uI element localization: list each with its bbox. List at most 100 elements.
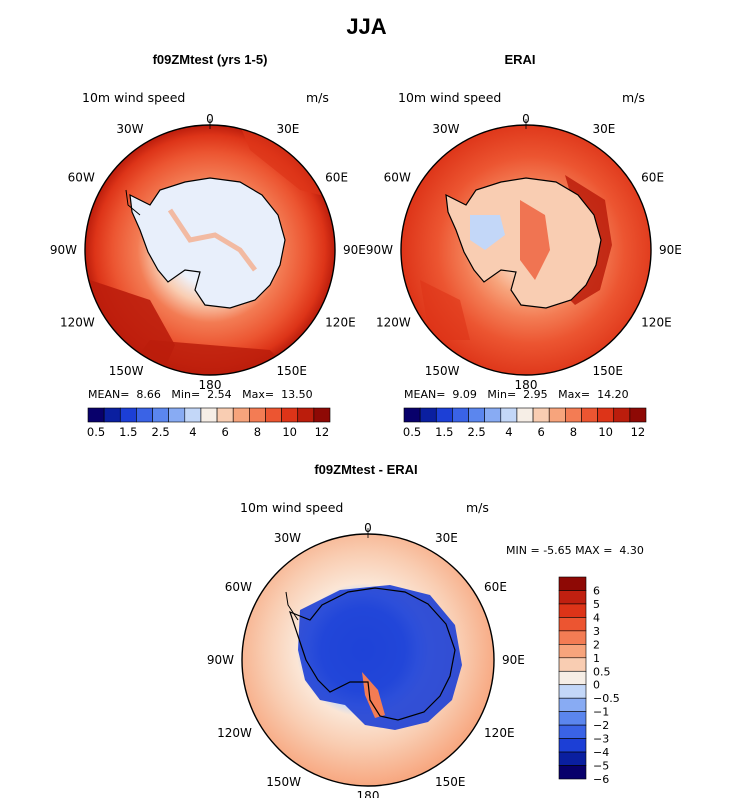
colorbar-tick-label: 0.5 bbox=[403, 425, 421, 439]
colorbar-swatch bbox=[484, 407, 502, 423]
map-obs-high-region bbox=[420, 280, 470, 340]
colorbar-tick-label: 0.5 bbox=[593, 665, 611, 678]
colorbar-swatch bbox=[516, 407, 534, 423]
colorbar-swatch bbox=[152, 407, 169, 423]
units-label-model: m/s bbox=[306, 90, 329, 105]
colorbar-swatch bbox=[558, 697, 587, 712]
lon-label-obs-11: 30W bbox=[432, 122, 459, 136]
colorbar-swatch bbox=[168, 407, 186, 423]
lon-label-obs-2: 60E bbox=[641, 171, 664, 185]
lon-label-model-6: 180 bbox=[199, 378, 222, 392]
colorbar-tick-label: −4 bbox=[593, 746, 609, 759]
map-diff bbox=[241, 533, 495, 787]
colorbar-tick-label: −0.5 bbox=[593, 692, 620, 705]
map-model-antarctica-coast bbox=[129, 177, 286, 309]
colorbar-tick-label: 8 bbox=[570, 425, 577, 439]
lon-label-diff-1: 30E bbox=[435, 531, 458, 545]
colorbar-tick-label: 5 bbox=[593, 598, 600, 611]
colorbar-swatch bbox=[629, 407, 647, 423]
colorbar-swatch bbox=[548, 407, 566, 423]
colorbar-tick-label: 2 bbox=[593, 638, 600, 651]
colorbar-obs: 0.5 1.5 2.5 4 6 8 10 12 bbox=[403, 407, 647, 439]
units-label-obs: m/s bbox=[622, 90, 645, 105]
lon-label-obs-9: 90W bbox=[366, 243, 393, 257]
lon-label-model-7: 150W bbox=[109, 364, 144, 378]
lon-label-diff-11: 30W bbox=[274, 531, 301, 545]
colorbar-swatch bbox=[452, 407, 469, 423]
lon-label-obs-4: 120E bbox=[641, 316, 672, 330]
colorbar-swatch bbox=[558, 644, 587, 659]
lon-label-diff-6: 180 bbox=[357, 789, 380, 798]
lon-label-obs-10: 60W bbox=[384, 171, 411, 185]
lon-label-diff-9: 90W bbox=[207, 653, 234, 667]
colorbar-tick-label: −5 bbox=[593, 760, 609, 773]
lon-label-model-3: 90E bbox=[343, 243, 366, 257]
colorbar-swatch bbox=[200, 407, 218, 423]
colorbar-swatch bbox=[565, 407, 582, 423]
variable-label-diff: 10m wind speed bbox=[240, 500, 344, 515]
colorbar-tick-label: 2.5 bbox=[467, 425, 485, 439]
colorbar-tick-label: 1.5 bbox=[435, 425, 453, 439]
map-model-peninsula bbox=[125, 189, 141, 216]
colorbar-swatch bbox=[558, 711, 587, 726]
colorbar-swatch bbox=[87, 407, 105, 423]
colorbar-swatch bbox=[216, 407, 234, 423]
map-obs-weak-wind-region bbox=[470, 215, 505, 250]
lon-label-model-1: 30E bbox=[277, 122, 300, 136]
variable-label-model: 10m wind speed bbox=[82, 90, 186, 105]
colorbar-swatch bbox=[558, 590, 587, 605]
colorbar-swatch bbox=[558, 617, 587, 632]
lon-label-diff-2: 60E bbox=[484, 580, 507, 594]
colorbar-swatch bbox=[297, 407, 315, 423]
colorbar-tick-label: 6 bbox=[221, 425, 228, 439]
colorbar-swatch bbox=[532, 407, 550, 423]
colorbar-swatch bbox=[249, 407, 266, 423]
units-label-diff: m/s bbox=[466, 500, 489, 515]
colorbar-swatch bbox=[558, 724, 587, 739]
lon-label-obs-1: 30E bbox=[593, 122, 616, 136]
colorbar-swatch bbox=[558, 751, 587, 766]
colorbar-tick-label: 12 bbox=[631, 425, 646, 439]
lon-label-model-2: 60E bbox=[325, 171, 348, 185]
colorbar-swatch bbox=[558, 576, 587, 591]
map-obs bbox=[400, 124, 652, 376]
colorbar-tick-label: −3 bbox=[593, 733, 609, 746]
colorbar-tick-label: 0.5 bbox=[87, 425, 105, 439]
lon-label-obs-3: 90E bbox=[659, 243, 682, 257]
lon-label-model-4: 120E bbox=[325, 316, 356, 330]
map-diff-peninsula bbox=[285, 591, 299, 621]
map-model-inland-high bbox=[167, 208, 257, 272]
colorbar-tick-label: 4 bbox=[505, 425, 512, 439]
colorbar-swatch bbox=[558, 738, 587, 753]
lon-label-obs-7: 150W bbox=[425, 364, 460, 378]
colorbar-tick-label: 3 bbox=[593, 625, 600, 638]
colorbar-tick-label: 2.5 bbox=[151, 425, 169, 439]
colorbar-swatch bbox=[419, 407, 437, 423]
lon-label-diff-8: 120W bbox=[217, 726, 252, 740]
panel-title-obs: ERAI bbox=[504, 52, 536, 67]
stats-model: MEAN= 8.66 Min= 2.54 Max= 13.50 bbox=[88, 388, 313, 401]
stats-diff: MIN = -5.65 MAX = 4.30 bbox=[506, 544, 644, 557]
colorbar-tick-label: −1 bbox=[593, 706, 609, 719]
colorbar-tick-label: 6 bbox=[593, 584, 600, 597]
colorbar-tick-label: 0 bbox=[593, 679, 600, 692]
colorbar-swatch bbox=[281, 407, 299, 423]
colorbar-swatch bbox=[313, 407, 331, 423]
panel-title-diff: f09ZMtest - ERAI bbox=[314, 462, 418, 477]
colorbar-tick-label: 4 bbox=[593, 611, 600, 624]
colorbar-tick-label: −2 bbox=[593, 719, 609, 732]
lon-label-diff-10: 60W bbox=[225, 580, 252, 594]
colorbar-tick-label: −6 bbox=[593, 773, 609, 786]
lon-label-obs-5: 150E bbox=[593, 364, 624, 378]
colorbar-swatch bbox=[103, 407, 121, 423]
lon-label-obs-6: 180 bbox=[515, 378, 538, 392]
colorbar-model: 0.5 1.5 2.5 4 6 8 10 12 bbox=[87, 407, 331, 439]
stats-obs: MEAN= 9.09 Min= 2.95 Max= 14.20 bbox=[404, 388, 629, 401]
lon-label-obs-8: 120W bbox=[376, 316, 411, 330]
colorbar-tick-label: 6 bbox=[537, 425, 544, 439]
colorbar-swatch bbox=[558, 657, 587, 672]
longitude-labels: 030E60E90E120E150E180150W120W90W60W30W03… bbox=[50, 112, 682, 798]
map-model bbox=[84, 124, 336, 376]
colorbar-swatch bbox=[558, 670, 587, 686]
